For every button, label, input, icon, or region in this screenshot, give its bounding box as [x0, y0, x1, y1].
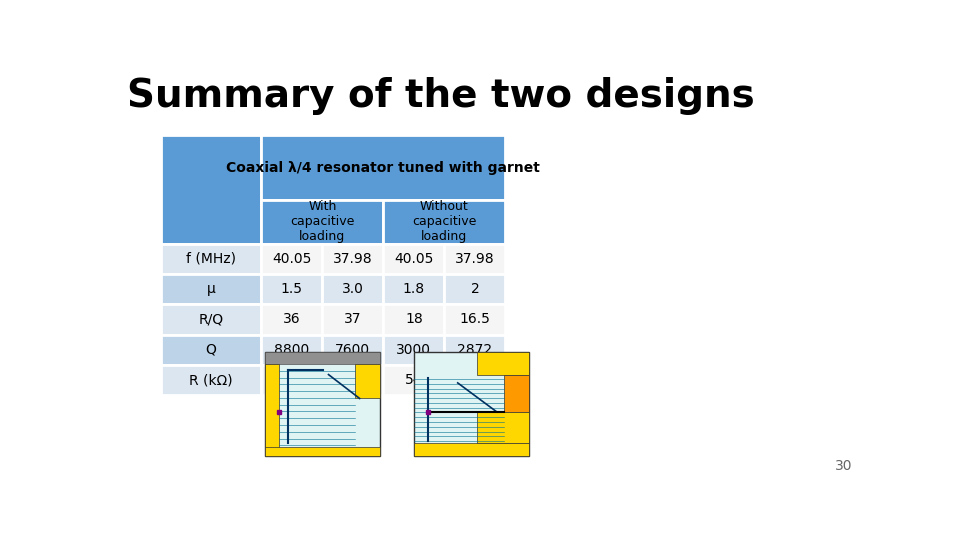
Bar: [383, 305, 444, 335]
Bar: [323, 335, 383, 365]
Bar: [265, 352, 380, 456]
Bar: [414, 443, 529, 456]
Bar: [504, 375, 529, 412]
Bar: [383, 200, 505, 244]
Bar: [323, 274, 383, 305]
Bar: [444, 244, 505, 274]
Bar: [265, 447, 380, 456]
Bar: [261, 200, 383, 244]
Bar: [161, 136, 261, 244]
Text: 36: 36: [283, 313, 300, 327]
Text: 16.5: 16.5: [460, 313, 491, 327]
Bar: [265, 352, 380, 364]
Bar: [161, 365, 261, 395]
Text: 30: 30: [835, 459, 852, 473]
Bar: [261, 136, 505, 200]
Text: 7600: 7600: [335, 343, 371, 357]
Text: 3000: 3000: [396, 343, 431, 357]
Bar: [323, 365, 383, 395]
Text: 316: 316: [278, 373, 305, 387]
Text: 40.05: 40.05: [273, 252, 312, 266]
Bar: [323, 244, 383, 274]
Bar: [323, 305, 383, 335]
Bar: [383, 335, 444, 365]
Bar: [444, 274, 505, 305]
Bar: [161, 274, 261, 305]
Text: 281: 281: [340, 373, 366, 387]
Bar: [261, 305, 323, 335]
Bar: [161, 244, 261, 274]
Text: μ: μ: [206, 282, 215, 296]
Text: Without
capacitive
loading: Without capacitive loading: [412, 200, 476, 243]
Bar: [477, 352, 529, 375]
Text: 2: 2: [470, 282, 479, 296]
Text: Summary of the two designs: Summary of the two designs: [128, 77, 756, 115]
Text: f (MHz): f (MHz): [186, 252, 236, 266]
Text: 1.5: 1.5: [281, 282, 302, 296]
Text: R (kΩ): R (kΩ): [189, 373, 233, 387]
Text: 8800: 8800: [275, 343, 309, 357]
Bar: [355, 364, 380, 399]
Bar: [261, 365, 323, 395]
Bar: [383, 274, 444, 305]
Text: Coaxial λ/4 resonator tuned with garnet: Coaxial λ/4 resonator tuned with garnet: [227, 161, 540, 175]
Bar: [261, 244, 323, 274]
Text: 18: 18: [405, 313, 422, 327]
Bar: [261, 274, 323, 305]
Bar: [161, 305, 261, 335]
Text: 37.98: 37.98: [455, 252, 494, 266]
Text: 3.0: 3.0: [342, 282, 364, 296]
Text: 37.98: 37.98: [333, 252, 372, 266]
Bar: [444, 305, 505, 335]
Bar: [383, 244, 444, 274]
Bar: [383, 365, 444, 395]
Text: Q: Q: [205, 343, 217, 357]
Bar: [414, 352, 529, 456]
Text: 1.8: 1.8: [403, 282, 425, 296]
Bar: [261, 335, 323, 365]
Bar: [444, 335, 505, 365]
Text: R/Q: R/Q: [199, 313, 224, 327]
Text: 40.05: 40.05: [395, 252, 434, 266]
Text: 2872: 2872: [457, 343, 492, 357]
Text: 47.5: 47.5: [460, 373, 491, 387]
Text: 37: 37: [344, 313, 362, 327]
Bar: [265, 364, 279, 456]
Text: 54: 54: [405, 373, 422, 387]
Bar: [444, 365, 505, 395]
Bar: [161, 335, 261, 365]
Bar: [477, 412, 529, 443]
Text: With
capacitive
loading: With capacitive loading: [290, 200, 354, 243]
